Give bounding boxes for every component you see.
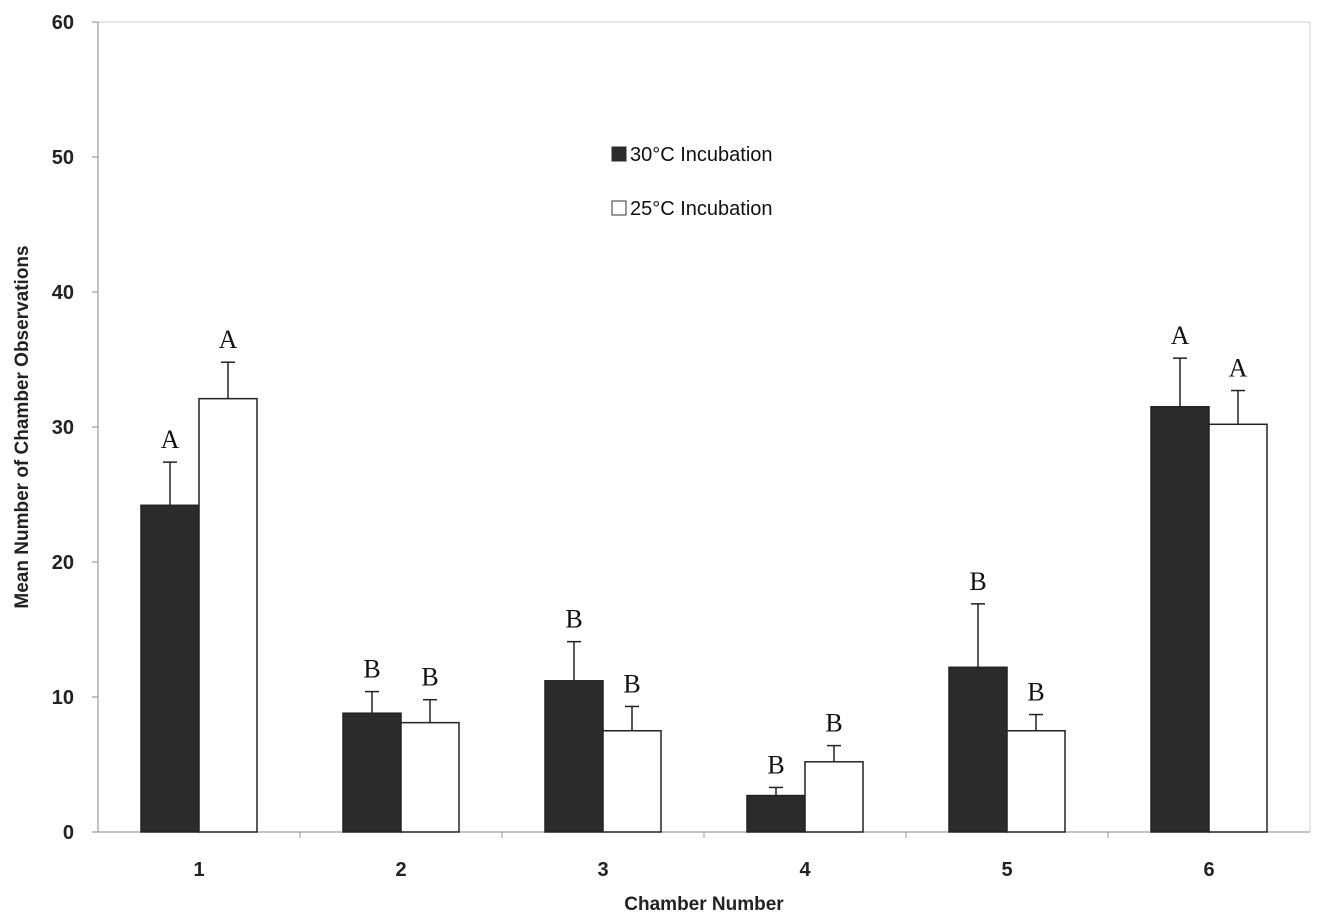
- significance-letter: A: [219, 325, 238, 354]
- x-axis-ticks: 1 2 3 4 5 6: [193, 832, 1215, 881]
- y-tick-label: 10: [52, 687, 74, 709]
- bar-25c: [400, 721, 460, 833]
- bar-30c: [140, 504, 200, 833]
- x-tick-label: 6: [1203, 859, 1214, 881]
- legend-swatch-30c: [611, 146, 627, 162]
- legend-label-25c: 25°C Incubation: [630, 198, 773, 220]
- y-tick-label: 30: [52, 417, 74, 439]
- y-tick-label: 0: [63, 822, 74, 844]
- bar-25c: [602, 730, 662, 833]
- y-axis-title: Mean Number of Chamber Observations: [12, 245, 33, 608]
- x-tick-label: 4: [799, 859, 811, 881]
- bar-25c: [1006, 730, 1066, 833]
- significance-letter: B: [1027, 678, 1044, 707]
- significance-letter: A: [1171, 321, 1190, 350]
- bar-30c: [342, 712, 402, 833]
- significance-letter: B: [969, 567, 986, 596]
- x-tick-label: 2: [395, 859, 406, 881]
- x-tick-label: 5: [1001, 859, 1012, 881]
- bar-30c: [746, 794, 806, 833]
- significance-letter: B: [421, 663, 438, 692]
- significance-letter: A: [1229, 354, 1248, 383]
- significance-letter: B: [363, 655, 380, 684]
- x-tick-label: 3: [597, 859, 608, 881]
- bar-30c: [1150, 406, 1210, 833]
- significance-letter: B: [767, 750, 784, 779]
- significance-letter: B: [623, 669, 640, 698]
- y-tick-label: 40: [52, 282, 74, 304]
- bar-30c: [948, 666, 1008, 833]
- bar-series: A B B B B A A B B B B A: [140, 321, 1268, 833]
- bar-30c: [544, 680, 604, 833]
- significance-letter: A: [161, 425, 180, 454]
- x-axis-title: Chamber Number: [624, 894, 784, 915]
- legend-label-30c: 30°C Incubation: [630, 144, 773, 166]
- y-tick-label: 20: [52, 552, 74, 574]
- legend-swatch-25c: [611, 200, 627, 216]
- significance-letter: B: [565, 605, 582, 634]
- bar-25c: [804, 761, 864, 833]
- y-tick-label: 60: [52, 12, 74, 34]
- bar-25c: [1208, 423, 1268, 833]
- bar-25c: [198, 397, 258, 833]
- y-axis-ticks: 0 10 20 30 40 50 60: [52, 12, 98, 844]
- legend: 30°C Incubation 25°C Incubation: [611, 144, 773, 220]
- y-tick-label: 50: [52, 147, 74, 169]
- significance-letter: B: [825, 709, 842, 738]
- x-tick-label: 1: [193, 859, 204, 881]
